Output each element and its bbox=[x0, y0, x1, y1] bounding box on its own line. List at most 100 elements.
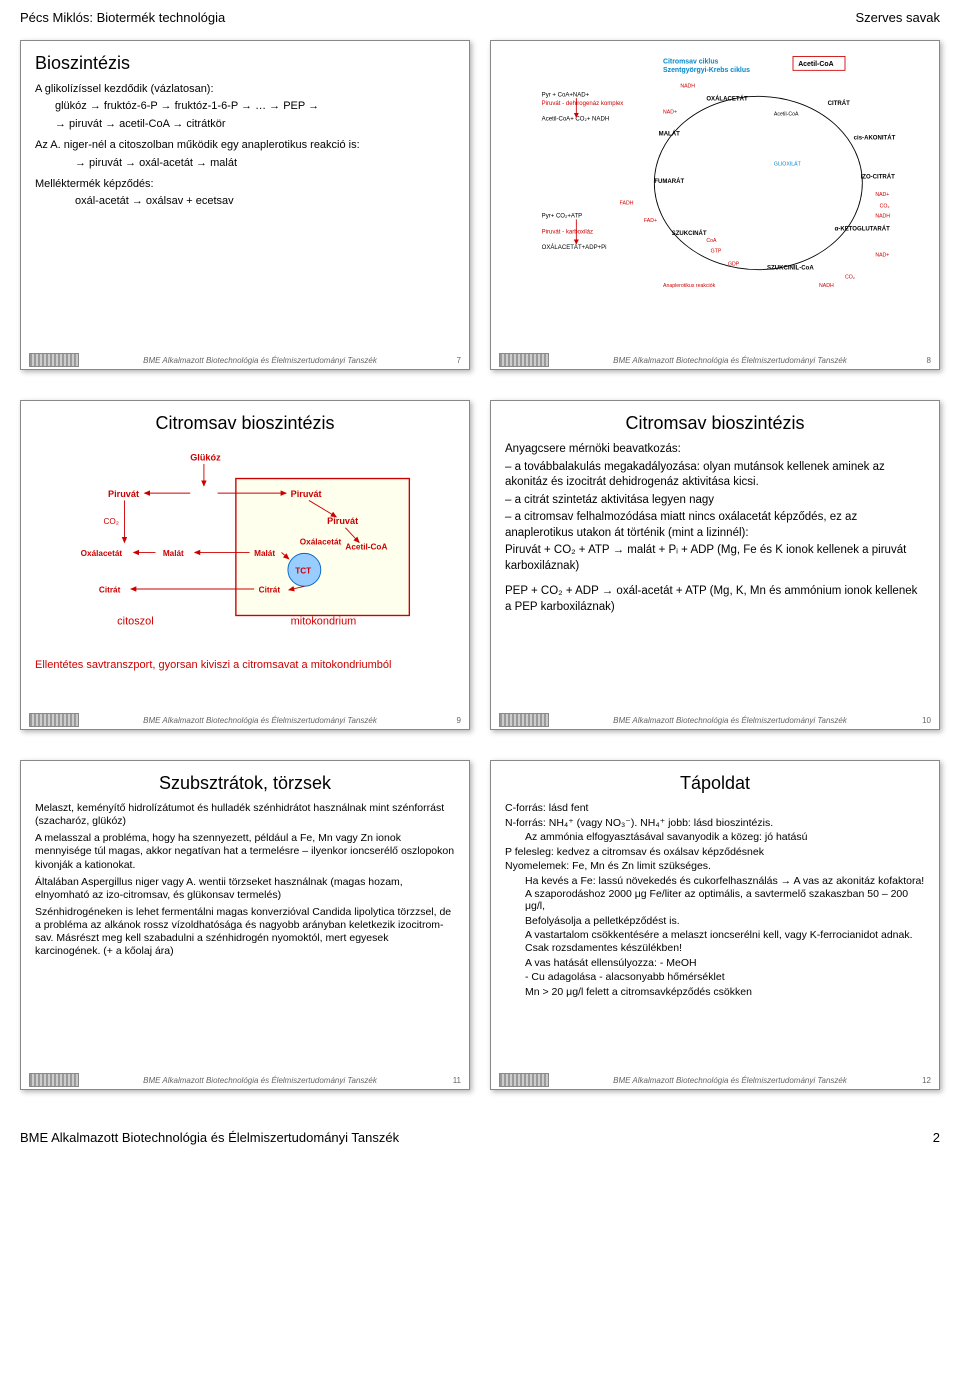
footer-logo bbox=[29, 713, 79, 727]
slide-body: C-forrás: lásd fent N-forrás: NH₄⁺ (vagy… bbox=[505, 802, 925, 998]
slide-body: Anyagcsere mérnöki beavatkozás: – a tová… bbox=[505, 442, 925, 615]
slide-12: Tápoldat C-forrás: lásd fent N-forrás: N… bbox=[490, 760, 940, 1090]
slide-number: 10 bbox=[911, 716, 931, 725]
footer-dept: BME Alkalmazott Biotechnológia és Élelmi… bbox=[549, 1076, 911, 1085]
diagram-label: Citrát bbox=[259, 586, 281, 595]
diagram-label: NAD+ bbox=[875, 192, 889, 198]
text-line: Befolyásolja a pelletképződést is. bbox=[505, 915, 925, 928]
text-line: oxál-acetát → oxálsav + ecetsav bbox=[35, 194, 455, 209]
header-right: Szerves savak bbox=[855, 10, 940, 25]
slide-number: 11 bbox=[441, 1076, 461, 1085]
page-header: Pécs Miklós: Biotermék technológia Szerv… bbox=[20, 10, 940, 25]
text-line: Általában Aspergillus niger vagy A. went… bbox=[35, 876, 455, 902]
diagram-label: Acetil-CoA bbox=[798, 61, 833, 68]
text-line: – a továbbalakulás megakadályozása: olya… bbox=[505, 460, 925, 491]
text-line: Melléktermék képződés: bbox=[35, 177, 455, 192]
header-left: Pécs Miklós: Biotermék technológia bbox=[20, 10, 225, 25]
diagram-label: Citrát bbox=[99, 586, 121, 595]
diagram-label: Oxálacetát bbox=[81, 549, 123, 558]
diagram-label: CO₂ bbox=[845, 274, 855, 280]
slide-number: 8 bbox=[911, 356, 931, 365]
text-line: A glikolízíssel kezdődik (vázlatosan): bbox=[35, 82, 455, 97]
diagram-label: Pyr+ CO₂+ATP bbox=[542, 214, 583, 220]
diagram-label: GLIOXILÁT bbox=[774, 161, 802, 168]
text-line: Ha kevés a Fe: lassú növekedés és cukorf… bbox=[505, 875, 925, 913]
diagram-label: FADH bbox=[620, 201, 634, 207]
text-line: P felesleg: kedvez a citromsav és oxálsa… bbox=[505, 846, 925, 859]
slide-footer: BME Alkalmazott Biotechnológia és Élelmi… bbox=[499, 1073, 931, 1087]
diagram-label: Piruvát - dehirogenáz komplex bbox=[542, 101, 624, 107]
text-line: Mn > 20 μg/l felett a citromsavképződés … bbox=[505, 986, 925, 999]
diagram-label: Pyr + CoA+NAD+ bbox=[542, 92, 590, 98]
text-line: Melaszt, keményítő hidrolízátumot és hul… bbox=[35, 802, 455, 828]
diagram-label: mitokondrium bbox=[291, 616, 357, 628]
page-footer: BME Alkalmazott Biotechnológia és Élelmi… bbox=[20, 1130, 940, 1145]
diagram-label: NAD+ bbox=[875, 253, 889, 259]
diagram-label: CoA bbox=[706, 238, 717, 244]
text-line: - Cu adagolása - alacsonyabb hőmérséklet bbox=[505, 971, 925, 984]
footer-logo bbox=[29, 1073, 79, 1087]
diagram-label: Piruvát - karboxiláz bbox=[542, 229, 593, 235]
text-line: Szénhidrogéneken is lehet fermentálni ma… bbox=[35, 906, 455, 959]
diagram-label: Acetil-CoA+ CO₂+ NADH bbox=[542, 117, 610, 123]
diagram-label: Acetil-CoA bbox=[774, 111, 799, 117]
diagram-label: SZUKCINÁT bbox=[672, 230, 707, 237]
diagram-label: FUMARÁT bbox=[654, 178, 684, 185]
diagram-label: Malát bbox=[254, 549, 275, 558]
slide-number: 7 bbox=[441, 356, 461, 365]
diagram-label: NAD+ bbox=[663, 110, 677, 116]
text-line: A vastartalom csökkentésére a melaszt io… bbox=[505, 929, 925, 954]
diagram-label: NADH bbox=[819, 283, 834, 289]
diagram-label: Glükóz bbox=[190, 452, 221, 462]
slide-8: Citromsav ciklus Szentgyörgyi-Krebs cikl… bbox=[490, 40, 940, 370]
diagram-label: Oxálacetát bbox=[300, 537, 342, 546]
slide-body: A glikolízíssel kezdődik (vázlatosan): g… bbox=[35, 82, 455, 210]
diagram-label: Piruvát bbox=[327, 516, 358, 526]
diagram-label: Citromsav ciklus bbox=[663, 58, 719, 65]
diagram-label: CITRÁT bbox=[828, 100, 850, 107]
slide-footer: BME Alkalmazott Biotechnológia és Élelmi… bbox=[29, 713, 461, 727]
footer-dept: BME Alkalmazott Biotechnológia és Élelmi… bbox=[549, 356, 911, 365]
footer-dept: BME Alkalmazott Biotechnológia és Élelmi… bbox=[79, 356, 441, 365]
slide-title: Szubsztrátok, törzsek bbox=[35, 773, 455, 794]
diagram-label: GTP bbox=[711, 248, 722, 254]
text-line: PEP + CO₂ + ADP → oxál-acetát + ATP (Mg,… bbox=[505, 584, 925, 615]
slide-footer: BME Alkalmazott Biotechnológia és Élelmi… bbox=[499, 713, 931, 727]
text-line: Az A. niger-nél a citoszolban működik eg… bbox=[35, 138, 455, 153]
krebs-cycle-diagram: Citromsav ciklus Szentgyörgyi-Krebs cikl… bbox=[505, 53, 925, 313]
slide-number: 12 bbox=[911, 1076, 931, 1085]
slide-title: Tápoldat bbox=[505, 773, 925, 794]
text-line: – a citrát szintetáz aktivitása legyen n… bbox=[505, 493, 925, 509]
footer-dept: BME Alkalmazott Biotechnológia és Élelmi… bbox=[79, 716, 441, 725]
slide-11: Szubsztrátok, törzsek Melaszt, keményítő… bbox=[20, 760, 470, 1090]
text-line: C-forrás: lásd fent bbox=[505, 802, 925, 815]
diagram-label: Anaplerotikus reakciók bbox=[663, 283, 716, 289]
footer-logo bbox=[499, 713, 549, 727]
diagram-label: FAD+ bbox=[644, 218, 657, 224]
diagram-label: Malát bbox=[163, 549, 184, 558]
diagram-label: MALÁT bbox=[659, 130, 680, 137]
text-line: → piruvát → acetil-CoA → citrátkör bbox=[35, 117, 455, 132]
slide-number: 9 bbox=[441, 716, 461, 725]
diagram-label: CO₂ bbox=[103, 517, 118, 526]
diagram-label: OXÁLACETÁT bbox=[706, 96, 748, 103]
diagram-label: Piruvát bbox=[108, 489, 139, 499]
slide-title: Citromsav bioszintézis bbox=[35, 413, 455, 434]
text-line: A melasszal a probléma, hogy ha szennyez… bbox=[35, 832, 455, 871]
diagram-caption: Ellentétes savtranszport, gyorsan kivisz… bbox=[35, 659, 455, 671]
diagram-label: α-KETOGLUTARÁT bbox=[835, 226, 891, 233]
footer-logo bbox=[499, 1073, 549, 1087]
slide-footer: BME Alkalmazott Biotechnológia és Élelmi… bbox=[29, 353, 461, 367]
slide-7: Bioszintézis A glikolízíssel kezdődik (v… bbox=[20, 40, 470, 370]
footer-right: 2 bbox=[933, 1130, 940, 1145]
text-line: glükóz → fruktóz-6-P → fruktóz-1-6-P → …… bbox=[35, 99, 455, 114]
diagram-label: Acetil-CoA bbox=[345, 543, 387, 552]
slides-grid: Bioszintézis A glikolízíssel kezdődik (v… bbox=[20, 40, 940, 1090]
slide-footer: BME Alkalmazott Biotechnológia és Élelmi… bbox=[29, 1073, 461, 1087]
footer-logo bbox=[499, 353, 549, 367]
slide-9: Citromsav bioszintézis TCT Glükóz Piruvá… bbox=[20, 400, 470, 730]
biosynthesis-diagram: TCT Glükóz Piruvát Piruvát CO₂ Piruvát A… bbox=[35, 442, 455, 652]
text-line: Piruvát + CO₂ + ATP → malát + Pᵢ + ADP (… bbox=[505, 543, 925, 574]
diagram-label: GDP bbox=[728, 261, 740, 267]
diagram-label: OXÁLACETÁT+ADP+Pi bbox=[542, 244, 607, 251]
